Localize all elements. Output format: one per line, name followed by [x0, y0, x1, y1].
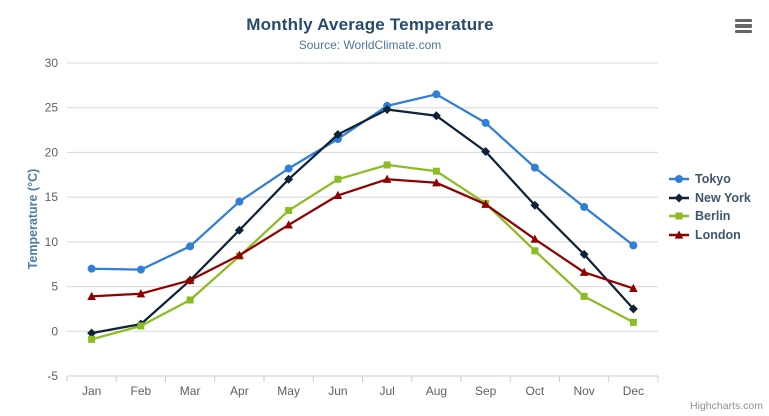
- data-point-triangle-marker[interactable]: [185, 275, 195, 284]
- data-point-diamond-marker[interactable]: [431, 111, 441, 121]
- data-point-square-marker[interactable]: [432, 167, 440, 175]
- hamburger-icon-bar: [735, 29, 752, 33]
- chart-title: Monthly Average Temperature: [246, 15, 494, 34]
- y-tick-label: 15: [45, 190, 59, 204]
- data-point-square-marker[interactable]: [629, 318, 637, 326]
- data-point-square-marker[interactable]: [580, 292, 588, 300]
- data-point-circle-marker[interactable]: [136, 265, 145, 274]
- data-point-circle-marker[interactable]: [629, 241, 638, 250]
- y-tick-label: -5: [47, 369, 58, 383]
- legend-diamond-icon: [669, 193, 689, 202]
- x-tick-label: Sep: [475, 384, 497, 398]
- legend-square-icon: [669, 212, 689, 220]
- data-point-diamond-marker[interactable]: [284, 174, 294, 184]
- data-point-triangle-marker[interactable]: [382, 174, 392, 183]
- data-point-square-marker[interactable]: [137, 322, 145, 330]
- data-point-triangle-marker[interactable]: [87, 291, 96, 301]
- hamburger-icon-bar: [735, 19, 752, 23]
- data-point-diamond-marker[interactable]: [234, 225, 244, 235]
- data-point-triangle-marker[interactable]: [629, 283, 638, 292]
- data-point-diamond-marker: [674, 193, 684, 202]
- data-point-triangle-marker[interactable]: [579, 267, 589, 276]
- data-point-triangle-marker[interactable]: [284, 220, 293, 229]
- series-london: [87, 174, 638, 301]
- legend-circle-icon: [669, 175, 689, 183]
- data-point-circle-marker[interactable]: [186, 242, 195, 251]
- data-point-circle-marker[interactable]: [87, 264, 96, 273]
- data-point-circle-marker[interactable]: [530, 163, 539, 172]
- x-tick-label: Apr: [230, 384, 249, 398]
- legend-label: Tokyo: [695, 172, 731, 186]
- data-point-triangle-marker[interactable]: [530, 234, 540, 243]
- x-tick-label: Jun: [328, 384, 347, 398]
- data-point-circle-marker: [675, 175, 683, 183]
- x-tick-label: May: [277, 384, 300, 398]
- x-tick-label: Aug: [426, 384, 447, 398]
- hamburger-icon-bar: [735, 24, 752, 28]
- data-point-triangle-marker[interactable]: [136, 289, 146, 298]
- legend-item-london[interactable]: London: [668, 228, 751, 242]
- data-point-diamond-marker[interactable]: [382, 105, 392, 115]
- y-tick-label: 5: [51, 280, 58, 294]
- x-tick-label: Jan: [82, 384, 101, 398]
- data-point-circle-marker[interactable]: [580, 202, 589, 211]
- x-tick-label: Feb: [131, 384, 152, 398]
- data-point-triangle-marker: [674, 229, 684, 239]
- legend-item-tokyo[interactable]: Tokyo: [668, 172, 751, 186]
- series-new-york: [87, 105, 638, 338]
- export-menu-button[interactable]: [735, 19, 752, 33]
- data-point-diamond-marker[interactable]: [530, 200, 540, 210]
- data-point-square-marker[interactable]: [383, 161, 391, 169]
- y-tick-label: 25: [45, 101, 59, 115]
- highcharts-credit-link[interactable]: Highcharts.com: [690, 400, 763, 412]
- data-point-square-marker: [675, 212, 683, 220]
- data-point-circle-marker[interactable]: [481, 118, 490, 127]
- data-point-circle-marker[interactable]: [432, 90, 441, 99]
- x-tick-label: Oct: [526, 384, 545, 398]
- x-tick-label: Dec: [623, 384, 644, 398]
- x-tick-label: Jul: [379, 384, 394, 398]
- series-line-new-york: [90, 108, 635, 335]
- y-tick-label: 0: [51, 324, 58, 338]
- data-point-diamond-marker[interactable]: [333, 130, 343, 140]
- x-axis: Jan Feb Mar Apr May Jun Jul Aug Sep Oct Nov Dec: [66, 375, 659, 398]
- series-tokyo: [87, 90, 638, 274]
- data-point-square-marker[interactable]: [285, 207, 293, 215]
- legend-triangle-icon: [669, 229, 689, 239]
- chart-legend: Tokyo New York Berlin London: [668, 172, 751, 242]
- legend-label: Berlin: [695, 209, 731, 223]
- y-tick-label: 10: [45, 235, 59, 249]
- data-point-triangle-marker[interactable]: [235, 250, 244, 259]
- data-point-square-marker[interactable]: [88, 335, 96, 343]
- data-point-diamond-marker[interactable]: [87, 328, 97, 338]
- y-grid: -5 0 5 10 15 20 25 30: [45, 56, 658, 383]
- data-point-square-marker[interactable]: [334, 175, 342, 183]
- data-point-triangle-marker[interactable]: [432, 178, 441, 187]
- data-point-triangle-marker[interactable]: [333, 190, 343, 199]
- data-point-circle-marker[interactable]: [284, 164, 293, 173]
- data-point-diamond-marker[interactable]: [628, 304, 638, 314]
- data-point-square-marker[interactable]: [186, 296, 194, 304]
- series-line-berlin: [90, 163, 635, 341]
- chart-subtitle: Source: WorldClimate.com: [298, 38, 442, 52]
- y-tick-label: 30: [45, 56, 59, 70]
- data-point-triangle-marker[interactable]: [481, 199, 490, 208]
- x-tick-label: Nov: [573, 384, 594, 398]
- series-line-london: [90, 178, 635, 298]
- data-point-square-marker[interactable]: [531, 247, 539, 255]
- legend-item-berlin[interactable]: Berlin: [668, 209, 751, 223]
- legend-label: New York: [695, 190, 751, 205]
- data-point-circle-marker[interactable]: [235, 197, 244, 206]
- y-tick-label: 20: [45, 145, 59, 159]
- data-point-diamond-marker[interactable]: [481, 147, 491, 157]
- legend-item-new-york[interactable]: New York: [668, 191, 751, 205]
- x-tick-label: Mar: [180, 384, 201, 398]
- series-line-tokyo: [90, 93, 635, 271]
- legend-label: London: [695, 227, 741, 242]
- data-point-diamond-marker[interactable]: [579, 249, 589, 259]
